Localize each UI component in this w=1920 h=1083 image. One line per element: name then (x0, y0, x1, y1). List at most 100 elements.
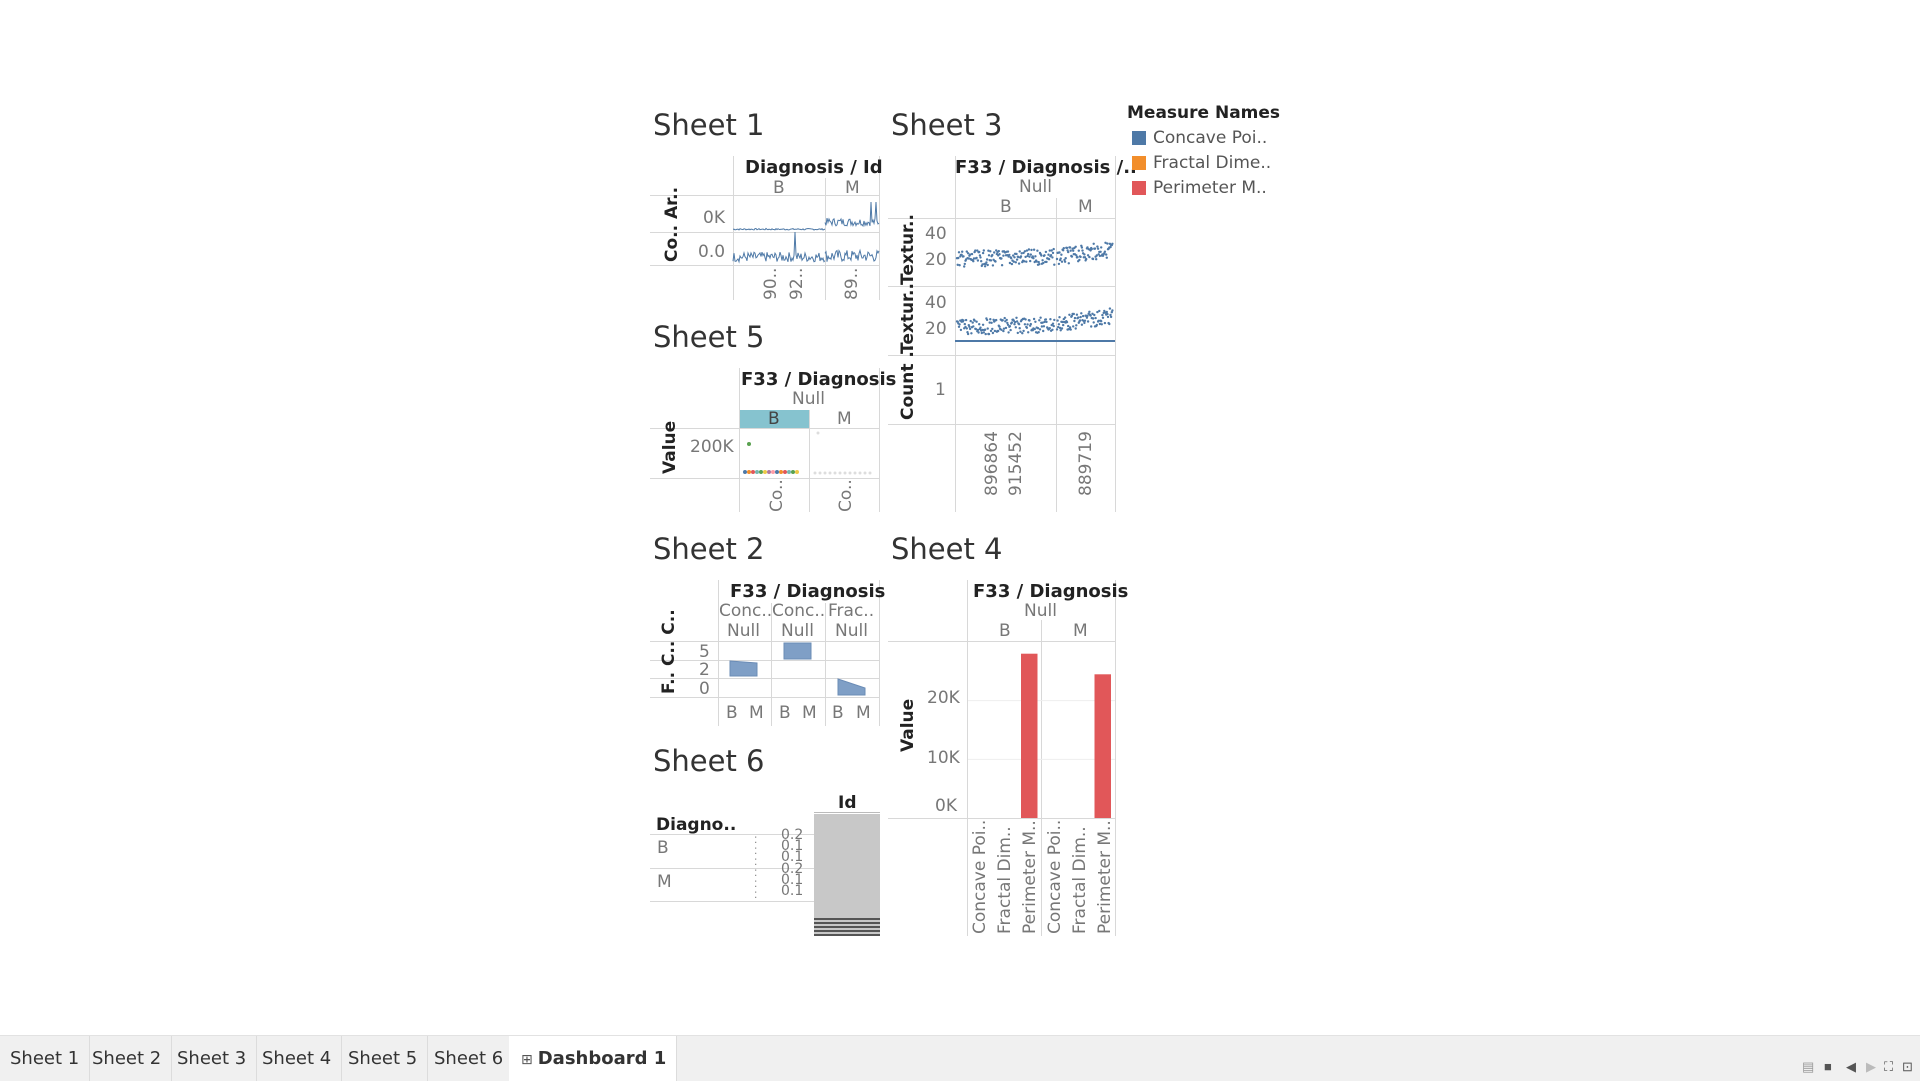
sheet3-point (983, 265, 987, 268)
sheet3-point (1089, 314, 1092, 317)
sheet3-x-tick-3: 889719 (1076, 431, 1096, 496)
sheet5-col-b: B (768, 409, 780, 429)
sheet3-point (1035, 260, 1038, 263)
sheet3-point (966, 332, 970, 336)
tab-sheet-6[interactable]: Sheet 6 (424, 1036, 515, 1081)
sheet3-point (1067, 324, 1070, 328)
sheet4-x-tick-4: Concave Poi.. (1045, 819, 1065, 934)
sheet3-point (1053, 318, 1056, 322)
sheet4-bar (1021, 653, 1038, 818)
sheet3-point (1098, 309, 1101, 313)
sheet3-point (1086, 246, 1089, 249)
fullscreen-icon[interactable]: ⛶ (1884, 1059, 1894, 1074)
legend-label-perimeter: Perimeter M.. (1153, 178, 1267, 198)
sheet3-point (995, 318, 998, 322)
sheet3-point (972, 260, 975, 263)
sheet2-tick-2: 2 (699, 660, 710, 680)
sheet6-dots: :::::: (754, 832, 758, 901)
sheet5-point (858, 471, 862, 475)
sheet3-point (1008, 261, 1012, 265)
tab-sheet-5[interactable]: Sheet 5 (338, 1036, 429, 1081)
sheet3-point (1006, 250, 1010, 253)
sheet3-point (980, 331, 983, 335)
filmstrip-view-icon[interactable]: ▤ (1802, 1059, 1815, 1074)
sheet3-point (1034, 320, 1037, 323)
sheet3-point (1039, 316, 1042, 319)
tab-dashboard-1[interactable]: ⊞ Dashboard 1 (509, 1036, 678, 1081)
tab-sheet-4[interactable]: Sheet 4 (252, 1036, 343, 1081)
sheet3-point (1055, 257, 1059, 261)
sheet3-col-b: B (1000, 197, 1012, 217)
sheet3-point (1061, 320, 1064, 324)
sheet3-point (1036, 249, 1039, 252)
sheet3-point (1032, 317, 1036, 321)
sheet4-x-tick-1: Concave Poi.. (970, 819, 990, 934)
sheet3-point (1058, 251, 1061, 254)
sheet3-point (1025, 326, 1029, 329)
sheet3-point (1000, 264, 1004, 267)
sheet5-col-b-highlight[interactable] (740, 410, 809, 428)
sheet3-point (962, 319, 965, 322)
sheet6-row-m: M (657, 872, 672, 892)
sheet3-point (1032, 248, 1036, 251)
sheet3-point (1008, 325, 1012, 328)
sheet3-point (1059, 329, 1062, 332)
sheet3-point (982, 331, 985, 334)
sheet4-tick-10k: 10K (927, 748, 960, 768)
sheet3-point (1109, 313, 1112, 317)
sheet5-point (747, 470, 751, 474)
tab-sheet-1[interactable]: Sheet 1 (0, 1036, 91, 1081)
sheet3-point (1010, 257, 1013, 260)
sheet6-val-5: 0.1 (781, 872, 804, 888)
sheet5-point (743, 470, 747, 474)
sheet3-point (1080, 312, 1083, 315)
presentation-icon[interactable]: ⊡ (1902, 1059, 1913, 1074)
sheet3-point (1045, 320, 1048, 324)
sheet6-val-6: 0.1 (781, 883, 804, 899)
tabs-view-icon[interactable]: ■ (1824, 1059, 1832, 1074)
sheet4-null: Null (1024, 601, 1057, 621)
sheet3-point (1009, 328, 1012, 332)
sheet3-point (1000, 257, 1003, 260)
sheet1-x-tick-3: 89.. (842, 267, 862, 300)
sheet3-point (1055, 328, 1059, 331)
sheet3-point (1043, 320, 1046, 324)
previous-sheet-icon[interactable]: ◀ (1846, 1059, 1856, 1074)
legend-swatch-perimeter (1132, 181, 1146, 195)
sheet2-col-header: F33 / Diagnosis (730, 581, 886, 602)
sheet3-point (1072, 325, 1075, 328)
sheet6-val-3: 0.1 (781, 849, 804, 865)
sheet3-point (1096, 247, 1100, 250)
sheet3-point (1105, 310, 1108, 314)
sheet3-point (1076, 256, 1079, 259)
sheet3-point (1015, 252, 1018, 256)
sheet3-point (1097, 319, 1100, 322)
sheet5-tick: 200K (690, 437, 734, 457)
sheet3-row3-label: Count .. (898, 344, 918, 420)
sheet3-point (971, 321, 974, 324)
sheet4-bars (968, 653, 1115, 818)
sheet3-point (956, 263, 959, 266)
sheet3-point (1051, 322, 1055, 325)
tab-sheet-2[interactable]: Sheet 2 (82, 1036, 173, 1081)
sheet3-point (1079, 255, 1082, 259)
next-sheet-icon[interactable]: ▶ (1866, 1059, 1876, 1074)
sheet3-point (1022, 329, 1025, 333)
sheet3-point (1026, 254, 1029, 258)
sheet3-point (1057, 262, 1061, 266)
sheet3-point (1085, 257, 1088, 261)
sheet3-point (1096, 310, 1099, 314)
sheet3-point (957, 256, 960, 260)
sheet3-point (981, 328, 984, 332)
sheet4-y-label: Value (898, 698, 918, 752)
sheet2-area-conc1 (729, 660, 758, 677)
sheet5-point (813, 471, 817, 475)
sheet3-point (1056, 319, 1059, 322)
sheet3-point (1051, 256, 1054, 259)
sheet4-tick-20k: 20K (927, 688, 960, 708)
sheet3-point (1072, 312, 1075, 316)
s1-line-area-m (824, 201, 880, 228)
sheet3-point (1058, 326, 1062, 330)
sheet3-point (986, 327, 989, 330)
tab-sheet-3[interactable]: Sheet 3 (167, 1036, 258, 1081)
